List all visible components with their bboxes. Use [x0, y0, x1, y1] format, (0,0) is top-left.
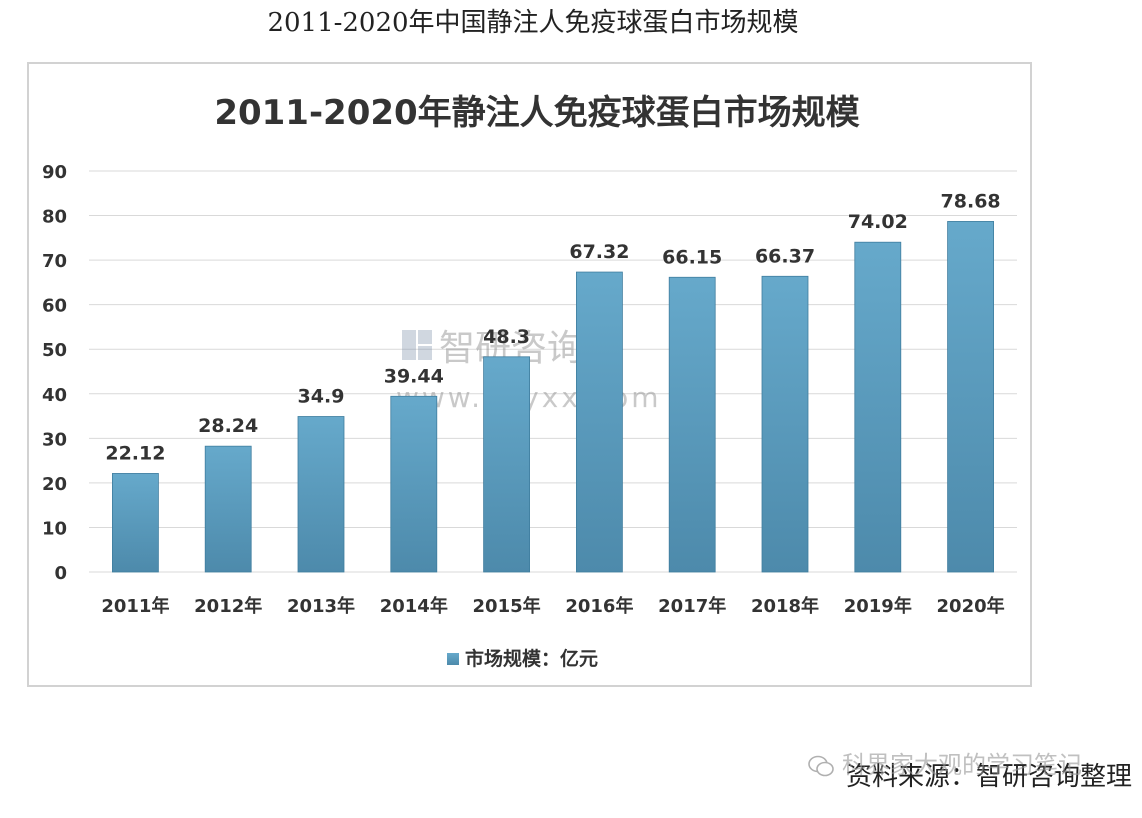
data-label: 67.32	[569, 241, 629, 263]
bar	[668, 276, 716, 573]
chart-title: 2011-2020年静注人免疫球蛋白市场规模	[214, 93, 859, 133]
bar	[761, 275, 809, 573]
x-tick-label: 2015年	[473, 595, 541, 617]
x-tick-label: 2016年	[565, 595, 633, 617]
bar	[204, 445, 252, 573]
data-label: 34.9	[298, 386, 345, 408]
bar	[483, 356, 531, 573]
data-label: 28.24	[198, 415, 258, 437]
chart-frame: 2011-2020年静注人免疫球蛋白市场规模 0 10 20 30 40 50 60 70 80…	[27, 62, 1032, 687]
legend: 市场规模：亿元	[447, 647, 598, 670]
x-tick-label: 2013年	[287, 595, 355, 617]
data-label: 74.02	[848, 211, 908, 233]
y-tick-label: 30	[42, 429, 67, 450]
legend-label: 市场规模：亿元	[465, 647, 598, 670]
x-tick-label: 2014年	[380, 595, 448, 617]
x-tick-label: 2019年	[844, 595, 912, 617]
watermark-logo-icon	[402, 330, 432, 360]
y-tick-label: 90	[42, 162, 67, 183]
data-label: 78.68	[941, 190, 1001, 212]
bar	[947, 221, 994, 573]
bar	[297, 416, 345, 573]
x-tick-label: 2011年	[101, 595, 169, 617]
x-tick-label: 2020年	[937, 595, 1005, 617]
y-axis: 0 10 20 30 40 50 60 70 80 90	[42, 162, 67, 584]
data-label: 39.44	[384, 365, 444, 387]
x-axis: 2011年 2012年 2013年 2014年 2015年 2016年 2017年 2018年…	[101, 595, 1004, 617]
data-label: 22.12	[105, 442, 165, 464]
data-label: 48.3	[483, 326, 530, 348]
y-tick-label: 60	[42, 296, 67, 317]
wechat-overlay: 科界家大观的学习笔记	[808, 745, 1082, 780]
bar	[854, 241, 902, 573]
page-heading: 2011-2020年中国静注人免疫球蛋白市场规模	[267, 8, 799, 38]
bar-layer	[112, 221, 994, 573]
y-tick-label: 50	[42, 340, 67, 361]
source-note: 资料来源：智研咨询整理	[845, 762, 1132, 792]
bar	[390, 395, 438, 573]
x-tick-label: 2012年	[194, 595, 262, 617]
wechat-overlay-text: 科界家大观的学习笔记	[842, 751, 1082, 779]
y-tick-label: 0	[54, 563, 67, 584]
legend-swatch	[447, 653, 459, 665]
data-labels: 22.12 28.24 34.9 39.44 48.3 67.32 66.15 66.37 74…	[105, 190, 1000, 464]
y-tick-label: 40	[42, 385, 67, 406]
bar-chart: 2011-2020年静注人免疫球蛋白市场规模 0 10 20 30 40 50 60 70 80…	[42, 93, 1017, 670]
y-tick-label: 10	[42, 518, 67, 539]
bar	[576, 271, 623, 573]
data-label: 66.15	[662, 246, 722, 268]
bar	[112, 473, 159, 573]
y-tick-label: 20	[42, 474, 67, 495]
x-tick-label: 2017年	[658, 595, 726, 617]
y-tick-label: 70	[42, 251, 67, 272]
wechat-icon	[808, 755, 835, 777]
y-tick-label: 80	[42, 207, 67, 228]
x-tick-label: 2018年	[751, 595, 819, 617]
data-label: 66.37	[755, 245, 815, 267]
